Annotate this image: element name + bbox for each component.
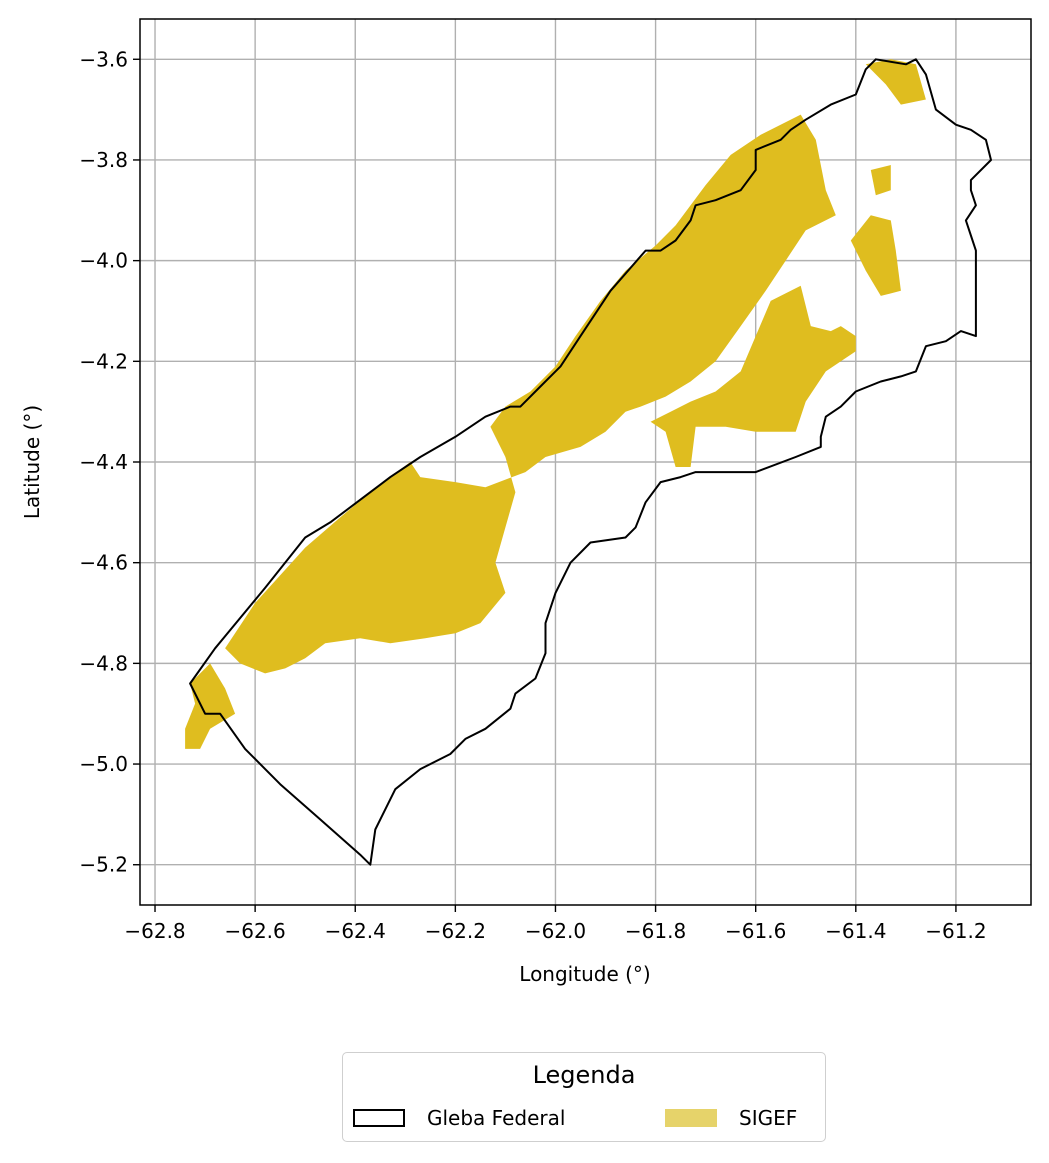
legend-title: Legenda [532, 1061, 636, 1089]
gleba-federal-boundary [189, 58, 992, 866]
legend: Legenda Gleba Federal SIGEF [342, 1052, 826, 1142]
sigef-parcel [225, 114, 836, 674]
sigef-parcel [865, 59, 926, 105]
y-tick-label: −5.0 [79, 752, 128, 776]
x-tick-label: −61.2 [925, 919, 986, 943]
y-tick-label: −4.0 [79, 249, 128, 273]
map-layers [185, 58, 992, 866]
legend-swatch-gleba-federal [353, 1109, 405, 1127]
y-tick-label: −4.6 [79, 551, 128, 575]
axis-ticks: −62.8 −62.6 −62.4 −62.2 −62.0 −61.8 −61.6 −61.4… [79, 47, 986, 943]
y-tick-label: −5.2 [79, 853, 128, 877]
sigef-parcel [850, 215, 901, 296]
x-tick-label: −62.0 [525, 919, 586, 943]
x-tick-label: −61.4 [825, 919, 886, 943]
legend-label-gleba-federal: Gleba Federal [427, 1106, 566, 1130]
legend-entry-sigef: SIGEF [665, 1106, 797, 1130]
sigef-parcel [185, 663, 236, 749]
y-tick-label: −4.8 [79, 651, 128, 675]
grid-lines [140, 19, 1031, 905]
x-tick-label: −61.8 [625, 919, 686, 943]
legend-entry-gleba-federal: Gleba Federal [353, 1106, 565, 1130]
y-tick-label: −4.2 [79, 349, 128, 373]
x-tick-label: −62.6 [224, 919, 285, 943]
legend-label-sigef: SIGEF [739, 1106, 798, 1130]
sigef-parcel [650, 285, 856, 467]
legend-swatch-sigef [665, 1109, 717, 1127]
sigef-parcel [870, 165, 891, 196]
y-tick-label: −3.6 [79, 47, 128, 71]
y-tick-label: −3.8 [79, 148, 128, 172]
y-tick-label: −4.4 [79, 450, 128, 474]
x-tick-label: −62.2 [425, 919, 486, 943]
x-tick-label: −62.4 [325, 919, 386, 943]
x-axis-label: Longitude (°) [519, 962, 650, 986]
x-tick-label: −62.8 [124, 919, 185, 943]
y-axis-label: Latitude (°) [20, 405, 44, 519]
x-tick-label: −61.6 [725, 919, 786, 943]
